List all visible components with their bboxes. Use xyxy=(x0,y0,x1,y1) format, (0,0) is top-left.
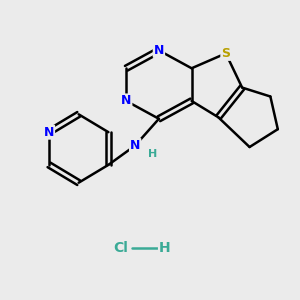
Text: S: S xyxy=(221,47,230,60)
Text: Cl: Cl xyxy=(113,241,128,255)
Text: H: H xyxy=(148,149,158,160)
Text: N: N xyxy=(44,126,54,139)
Text: N: N xyxy=(130,139,140,152)
Text: N: N xyxy=(154,44,164,57)
Text: N: N xyxy=(121,94,131,107)
Text: H: H xyxy=(159,241,171,255)
